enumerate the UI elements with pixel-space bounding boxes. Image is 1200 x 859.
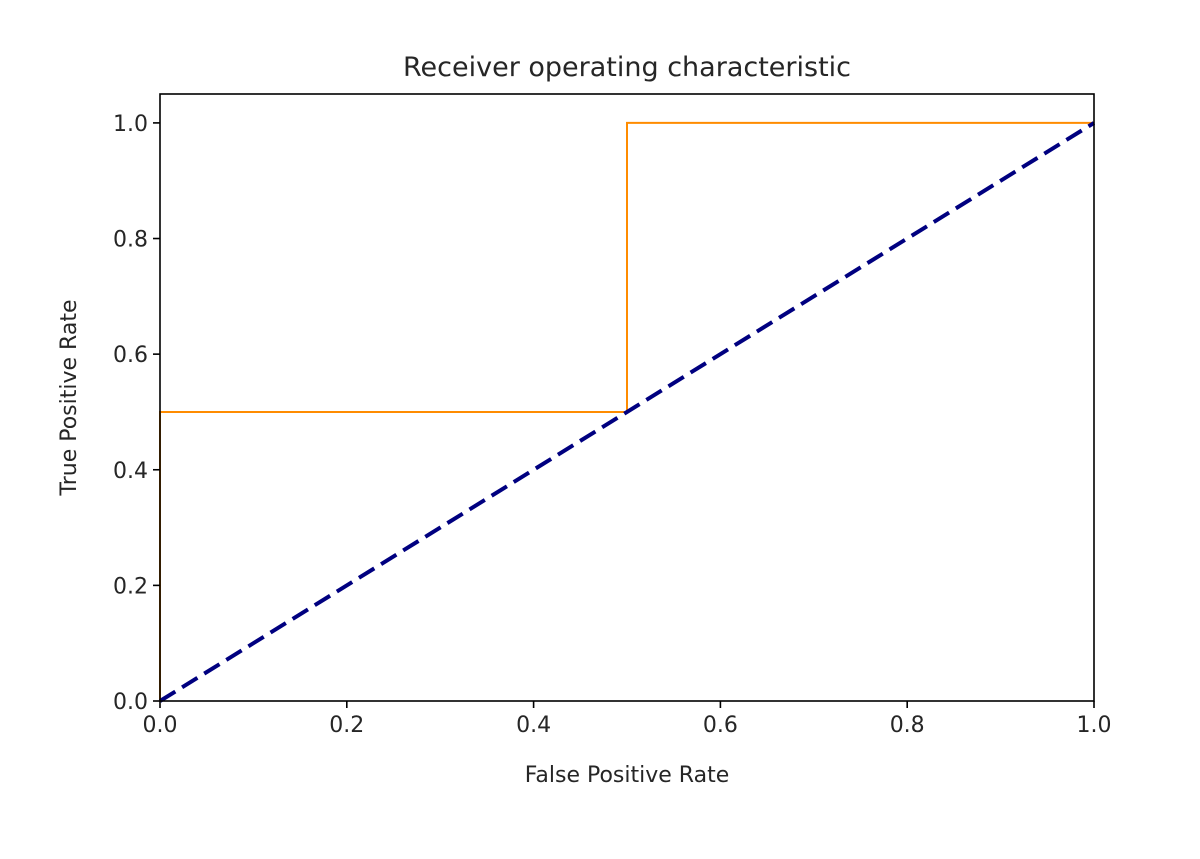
x-tick-label: 0.4 xyxy=(516,713,551,738)
y-tick-label: 0.4 xyxy=(113,459,148,484)
y-axis-label: True Positive Rate xyxy=(57,300,82,497)
x-tick-label: 0.8 xyxy=(890,713,925,738)
series-layer xyxy=(158,121,1096,703)
y-tick-label: 1.0 xyxy=(113,112,148,137)
x-tick-label: 0.2 xyxy=(329,713,364,738)
y-tick-label: 0.6 xyxy=(113,343,148,368)
x-axis-label: False Positive Rate xyxy=(525,763,729,788)
y-tick-label: 0.2 xyxy=(113,574,148,599)
chart-title: Receiver operating characteristic xyxy=(403,52,851,83)
y-axis-ticks: 0.0 0.2 0.4 0.6 0.8 1.0 xyxy=(113,112,160,715)
plot-frame xyxy=(159,93,1095,702)
y-tick-label: 0.8 xyxy=(113,228,148,253)
x-axis-ticks: 0.0 0.2 0.4 0.6 0.8 1.0 xyxy=(143,701,1112,738)
x-tick-label: 0.6 xyxy=(703,713,738,738)
y-tick-label: 0.0 xyxy=(113,690,148,715)
x-tick-label: 0.0 xyxy=(143,713,178,738)
x-tick-label: 1.0 xyxy=(1077,713,1112,738)
chance-diagonal-line xyxy=(158,121,1096,703)
